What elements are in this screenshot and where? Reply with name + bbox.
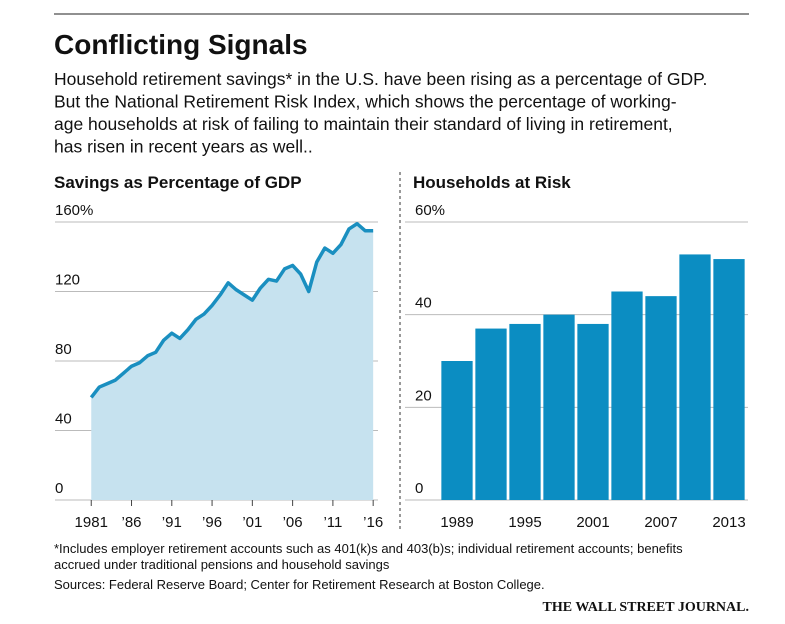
bar bbox=[475, 328, 507, 500]
y-tick-label: 20 bbox=[415, 387, 432, 404]
y-tick-label: 80 bbox=[55, 341, 72, 358]
bar bbox=[509, 323, 541, 500]
source: Sources: Federal Reserve Board; Center f… bbox=[54, 577, 545, 592]
subtitle-line: Household retirement savings* in the U.S… bbox=[54, 69, 707, 89]
x-tick-label: ’86 bbox=[122, 514, 142, 531]
x-tick-label: 2001 bbox=[576, 514, 609, 531]
x-tick-label: ’01 bbox=[242, 514, 262, 531]
chart-title: Households at Risk bbox=[413, 173, 571, 192]
subtitle-line: has risen in recent years as well.. bbox=[54, 137, 313, 157]
y-tick-label: 0 bbox=[55, 480, 63, 497]
bar bbox=[713, 259, 745, 500]
x-tick-label: 1995 bbox=[508, 514, 541, 531]
x-tick-label: 2013 bbox=[712, 514, 745, 531]
x-tick-label: 2007 bbox=[644, 514, 677, 531]
x-tick-label: 1989 bbox=[440, 514, 473, 531]
bar bbox=[611, 291, 643, 500]
footnote: *Includes employer retirement accounts s… bbox=[54, 541, 683, 556]
subtitle-line: age households at risk of failing to mai… bbox=[54, 114, 673, 134]
title: Conflicting Signals bbox=[54, 29, 308, 60]
area bbox=[91, 223, 374, 501]
y-tick-label: 40 bbox=[415, 295, 432, 312]
x-tick-label: 1981 bbox=[75, 514, 108, 531]
bar bbox=[645, 296, 677, 500]
logo: THE WALL STREET JOURNAL. bbox=[543, 600, 749, 615]
subtitle-line: But the National Retirement Risk Index, … bbox=[54, 92, 677, 112]
y-tick-label: 0 bbox=[415, 480, 423, 497]
bar bbox=[543, 314, 575, 500]
line bbox=[89, 221, 374, 399]
x-tick-label: ’16 bbox=[363, 514, 383, 531]
bar bbox=[679, 254, 711, 500]
chart-title: Savings as Percentage of GDP bbox=[54, 173, 302, 192]
x-tick-label: ’11 bbox=[323, 514, 342, 531]
x-tick-label: ’91 bbox=[162, 514, 182, 531]
y-tick-label: 60% bbox=[415, 202, 445, 219]
x-tick-label: ’06 bbox=[283, 514, 303, 531]
x-tick-label: ’96 bbox=[202, 514, 222, 531]
footnote: accrued under traditional pensions and h… bbox=[54, 557, 390, 572]
bar bbox=[441, 361, 473, 500]
y-tick-label: 40 bbox=[55, 411, 72, 428]
y-tick-label: 120 bbox=[55, 272, 80, 289]
bar bbox=[577, 323, 609, 500]
y-tick-label: 160% bbox=[55, 202, 93, 219]
